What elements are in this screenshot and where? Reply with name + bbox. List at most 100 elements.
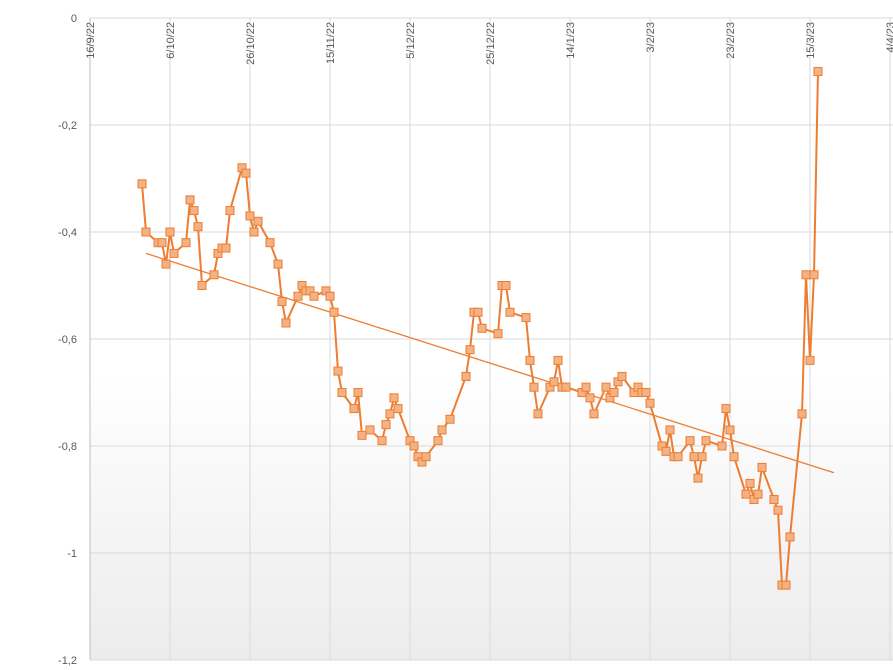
data-point xyxy=(729,452,739,462)
data-point xyxy=(785,532,795,542)
y-tick-label: -0,4 xyxy=(58,227,77,239)
data-point xyxy=(221,243,231,253)
data-point xyxy=(197,281,207,290)
data-point xyxy=(589,409,599,419)
data-point xyxy=(525,355,535,365)
data-point xyxy=(553,355,563,365)
data-point xyxy=(157,238,167,248)
data-point xyxy=(601,382,611,392)
data-point xyxy=(337,388,347,397)
x-tick-label: 15/11/22 xyxy=(325,22,337,64)
data-point xyxy=(225,206,235,216)
data-point xyxy=(349,404,359,414)
data-point xyxy=(477,323,487,333)
data-point xyxy=(137,179,147,189)
data-point xyxy=(353,388,363,397)
data-point xyxy=(529,382,539,392)
y-tick-label: -0,6 xyxy=(58,334,77,346)
x-tick-label: 25/12/22 xyxy=(485,22,497,65)
x-tick-label: 4/4/23 xyxy=(885,22,893,53)
data-point xyxy=(665,425,675,435)
data-point xyxy=(581,382,591,392)
y-tick-label: -1,2 xyxy=(58,655,77,667)
x-tick-label: 5/12/22 xyxy=(405,22,417,59)
data-point xyxy=(585,393,595,403)
data-point xyxy=(281,318,291,328)
data-point xyxy=(465,345,475,355)
x-tick-label: 6/10/22 xyxy=(165,22,177,59)
data-point xyxy=(673,452,683,462)
data-point xyxy=(561,382,571,392)
data-point xyxy=(141,227,151,237)
y-tick-label: -0,2 xyxy=(58,120,77,132)
data-point xyxy=(333,366,343,376)
data-point xyxy=(689,452,699,462)
x-tick-label: 3/2/23 xyxy=(645,22,657,53)
data-point xyxy=(721,404,731,414)
data-point xyxy=(185,195,195,205)
data-series xyxy=(137,67,823,590)
data-point xyxy=(241,168,251,178)
data-point xyxy=(421,452,431,462)
data-point xyxy=(253,216,263,226)
data-point xyxy=(209,270,219,280)
y-tick-label: -0,8 xyxy=(58,441,77,453)
data-point xyxy=(385,409,395,419)
data-point xyxy=(801,270,811,280)
data-point xyxy=(365,425,375,435)
data-point xyxy=(757,462,767,472)
data-point xyxy=(697,452,707,462)
x-tick-label: 16/9/22 xyxy=(85,22,97,59)
data-point xyxy=(325,291,335,301)
data-point xyxy=(501,281,511,290)
data-point xyxy=(797,409,807,419)
data-point xyxy=(753,489,763,499)
data-point xyxy=(521,313,531,323)
data-point xyxy=(277,297,287,307)
data-point xyxy=(693,473,703,483)
data-point xyxy=(725,425,735,435)
data-point xyxy=(433,436,443,446)
data-point xyxy=(189,206,199,216)
data-point xyxy=(245,211,255,221)
data-point xyxy=(381,420,391,430)
data-point xyxy=(741,489,751,499)
data-point xyxy=(389,393,399,403)
data-point xyxy=(745,478,755,488)
data-point xyxy=(617,371,627,381)
x-tick-label: 23/2/23 xyxy=(725,22,737,59)
data-point xyxy=(769,495,779,504)
data-point xyxy=(309,291,319,301)
data-point xyxy=(293,291,303,301)
x-tick-label: 14/1/23 xyxy=(565,22,577,59)
y-tick-label: -1 xyxy=(67,548,77,560)
data-point xyxy=(661,446,671,456)
data-point xyxy=(273,259,283,269)
data-point xyxy=(505,307,515,317)
data-point xyxy=(813,67,823,76)
data-point xyxy=(377,436,387,446)
data-point xyxy=(549,377,559,387)
x-tick-label: 26/10/22 xyxy=(245,22,257,65)
trendline-line xyxy=(145,252,835,474)
data-point xyxy=(193,222,203,232)
data-point xyxy=(329,307,339,317)
data-point xyxy=(249,227,259,237)
data-point xyxy=(393,404,403,414)
data-point xyxy=(169,248,179,258)
trendline xyxy=(145,252,835,474)
data-point xyxy=(805,355,815,365)
data-point xyxy=(685,436,695,446)
y-axis-tick-labels: 0 -0,2 -0,4 -0,6 -0,8 -1 -1,2 xyxy=(58,13,77,667)
x-axis-tick-labels: 16/9/22 6/10/22 26/10/22 15/11/22 5/12/22 25/… xyxy=(85,22,893,65)
data-point xyxy=(609,388,619,397)
data-point xyxy=(181,238,191,248)
data-point xyxy=(165,227,175,237)
y-tick-label: 0 xyxy=(71,13,77,25)
data-point xyxy=(701,436,711,446)
data-point xyxy=(461,371,471,381)
data-point xyxy=(437,425,447,435)
gridlines xyxy=(89,17,893,661)
data-point xyxy=(645,398,655,408)
data-point xyxy=(717,441,727,451)
